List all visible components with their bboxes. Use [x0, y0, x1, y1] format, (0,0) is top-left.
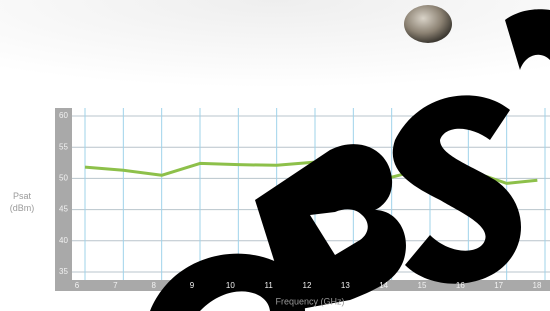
x-tick-label: 9 [190, 281, 195, 290]
x-tick-label: 7 [113, 281, 118, 290]
x-axis-label: Frequency (GHz) [275, 296, 344, 306]
x-tick-label: 6 [75, 281, 80, 290]
y-tick-label: 35 [59, 267, 68, 276]
y-tick-label: 45 [59, 205, 68, 214]
y-tick-label: 55 [59, 142, 68, 151]
x-tick-label: 10 [226, 281, 235, 290]
backdrop [0, 0, 550, 110]
x-tick-label: 8 [151, 281, 156, 290]
y-axis-band [55, 108, 72, 291]
x-tick-label: 15 [418, 281, 427, 290]
x-tick-label: 16 [456, 281, 465, 290]
chart: Frequency (GHz) 35 40 45 50 55 60 6 7 8 9 10 11 12 13… [0, 0, 550, 311]
coin [404, 5, 452, 43]
x-tick-label: 14 [379, 281, 388, 290]
y-tick-label: 60 [59, 111, 68, 120]
y-tick-label: 40 [59, 236, 68, 245]
x-tick-label: 12 [303, 281, 312, 290]
x-tick-label: 18 [533, 281, 542, 290]
x-tick-label: 11 [265, 281, 274, 290]
y-axis-label: Psat (dBm) [0, 190, 44, 214]
x-tick-label: 13 [341, 281, 350, 290]
page: Frequency (GHz) 35 40 45 50 55 60 6 7 8 9 10 11 12 13… [0, 0, 550, 311]
y-tick-label: 50 [59, 174, 68, 183]
x-tick-label: 17 [494, 281, 503, 290]
